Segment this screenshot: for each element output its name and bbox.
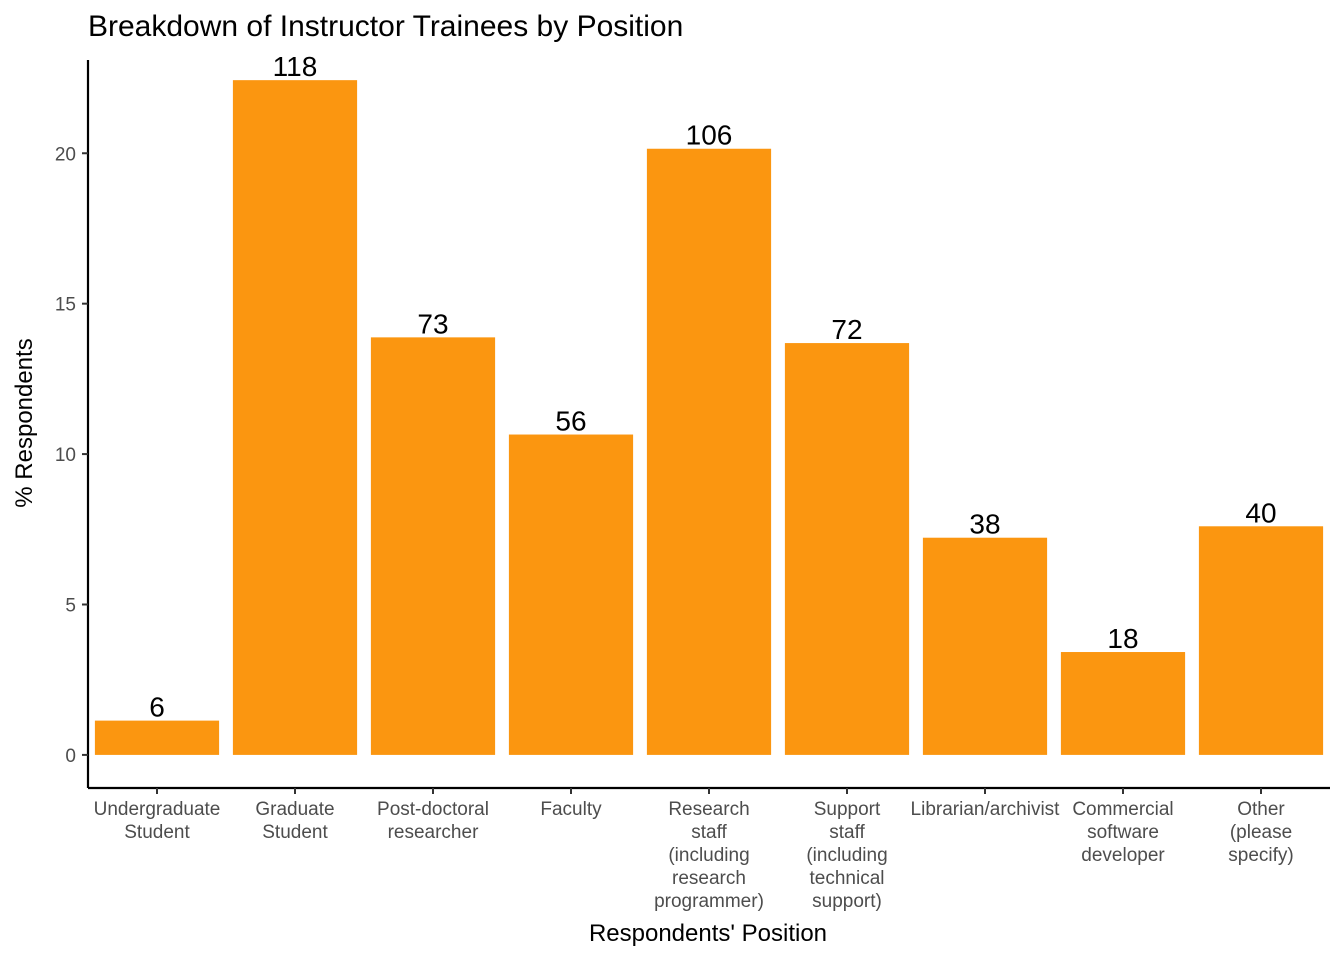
x-tick-label-line: Commercial <box>1072 799 1173 820</box>
y-tick-label: 20 <box>55 144 76 165</box>
bars-group: 6 118 73 56 106 72 38 18 40 <box>94 51 1324 755</box>
data-label: 56 <box>555 406 586 437</box>
y-tick-label: 0 <box>65 746 76 767</box>
x-tick-label-line: technical <box>810 868 885 889</box>
data-label: 73 <box>417 308 448 339</box>
chart-title: Breakdown of Instructor Trainees by Posi… <box>88 10 683 43</box>
bar <box>922 537 1048 755</box>
x-tick-label-line: Student <box>262 822 328 843</box>
x-tick-label-line: software <box>1087 822 1159 843</box>
data-label: 118 <box>273 51 318 82</box>
y-axis-title: % Respondents <box>11 338 38 507</box>
x-tick-label: Research staff (including research programme… <box>654 799 764 912</box>
x-tick-label-line: Student <box>124 822 190 843</box>
bar <box>1060 652 1186 755</box>
x-tick-label-line: (including <box>806 845 887 866</box>
y-tick-label: 15 <box>55 295 76 316</box>
x-tick-label-line: researcher <box>388 822 479 843</box>
x-tick-label-line: Undergraduate <box>94 799 221 820</box>
x-axis-title: Respondents' Position <box>589 920 827 947</box>
x-tick-label: Support staff (including technical support) <box>806 799 887 912</box>
x-tick-label-line: programmer) <box>654 891 764 912</box>
data-label: 6 <box>149 692 165 723</box>
data-label: 38 <box>969 509 1000 540</box>
x-tick-label-line: Librarian/archivist <box>911 799 1061 820</box>
x-tick-label-line: staff <box>829 822 865 843</box>
x-tick-label-line: (including <box>668 845 749 866</box>
x-tick-label-line: Other <box>1237 799 1285 820</box>
x-tick-label-line: specify) <box>1228 845 1293 866</box>
bar <box>370 337 496 755</box>
x-tick-label-line: research <box>672 868 746 889</box>
x-tick-label-line: developer <box>1081 845 1165 866</box>
y-tick-label: 10 <box>55 445 76 466</box>
data-label: 72 <box>831 314 862 345</box>
x-tick-label: Faculty <box>540 799 602 820</box>
bar <box>1198 526 1324 755</box>
x-tick-label-line: staff <box>691 822 727 843</box>
x-tick-label-line: Faculty <box>540 799 602 820</box>
x-tick-label-line: Post-doctoral <box>377 799 489 820</box>
bar <box>646 148 772 755</box>
data-label: 40 <box>1245 497 1276 528</box>
x-tick-label: Undergraduate Student <box>94 799 221 843</box>
x-tick-label: Commercial software developer <box>1072 799 1173 866</box>
x-tick-label-line: Graduate <box>255 799 334 820</box>
x-tick-label: Post-doctoral researcher <box>377 799 489 843</box>
bar <box>232 80 358 755</box>
bar <box>784 343 910 755</box>
data-label: 106 <box>686 120 733 151</box>
bar <box>94 720 220 755</box>
x-tick-label-line: Support <box>814 799 881 820</box>
x-tick-label: Other (please specify) <box>1228 799 1293 866</box>
data-label: 18 <box>1107 623 1138 654</box>
y-tick-label: 5 <box>65 595 76 616</box>
x-tick-label-line: Research <box>668 799 749 820</box>
x-tick-label-line: (please <box>1230 822 1292 843</box>
x-tick-label: Graduate Student <box>255 799 334 843</box>
x-tick-label: Librarian/archivist <box>911 799 1061 820</box>
bar <box>508 434 634 755</box>
x-tick-label-line: support) <box>812 891 882 912</box>
